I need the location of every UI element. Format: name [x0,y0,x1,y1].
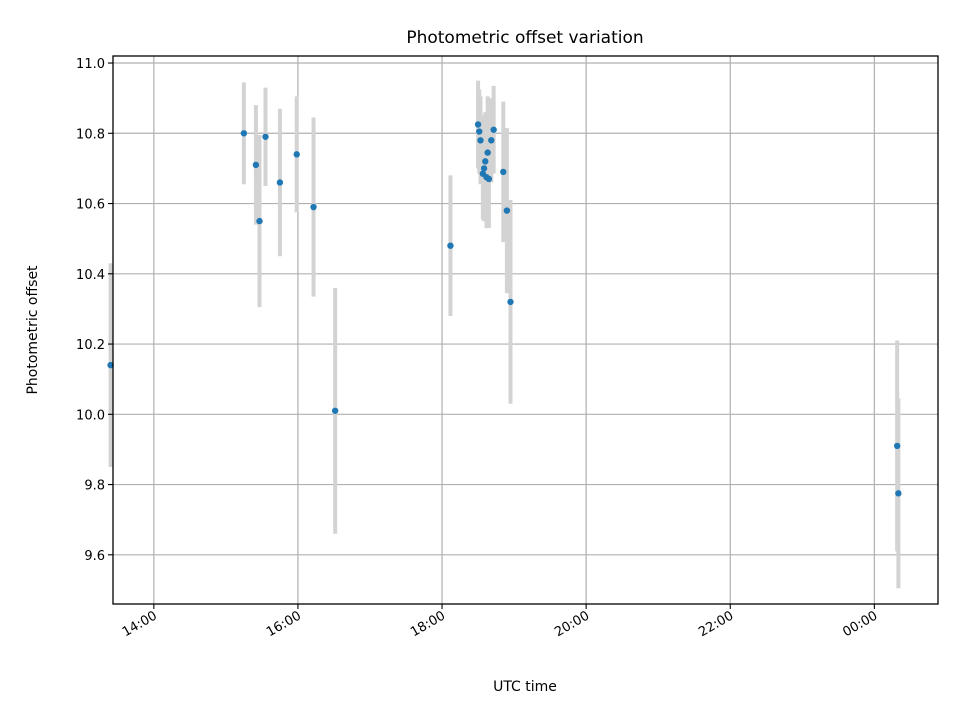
data-point [276,179,284,186]
data-point [252,161,260,169]
data-point [331,407,339,414]
y-tick-label: 10.0 [76,408,105,423]
grid [113,56,938,604]
data-point [474,121,482,128]
data-point [477,137,484,144]
y-tick-label: 11.0 [76,57,105,72]
data-point [485,175,493,183]
y-tick-label: 10.8 [76,127,105,142]
x-axis-title: UTC time [493,679,557,695]
data-point [310,203,317,211]
data-point [262,133,269,140]
data-point [293,151,300,158]
data-point [500,168,507,176]
data-points [107,121,902,497]
y-tick-label: 10.6 [76,198,105,213]
data-point [507,298,514,306]
data-point [893,442,901,450]
y-tick-label: 9.8 [84,479,105,494]
y-axis: 9.6 9.8 10.0 10.2 10.4 10.6 10.8 11.0 [76,57,113,564]
y-axis-title: Photometric offset [25,265,41,395]
data-point [488,137,495,144]
data-point [107,361,114,369]
data-point [256,217,263,225]
chart-title: Photometric offset variation [406,28,643,48]
y-tick-label: 10.4 [76,268,105,283]
y-tick-label: 9.6 [84,549,105,564]
data-point [447,242,454,249]
data-point [503,207,511,214]
data-point [476,128,483,135]
plot-frame [112,55,939,605]
data-point [482,158,489,165]
data-point [240,130,248,137]
data-point [484,149,491,156]
y-tick-label: 10.2 [76,338,105,353]
data-point [895,490,902,497]
data-point [480,165,488,172]
data-point [490,126,497,133]
